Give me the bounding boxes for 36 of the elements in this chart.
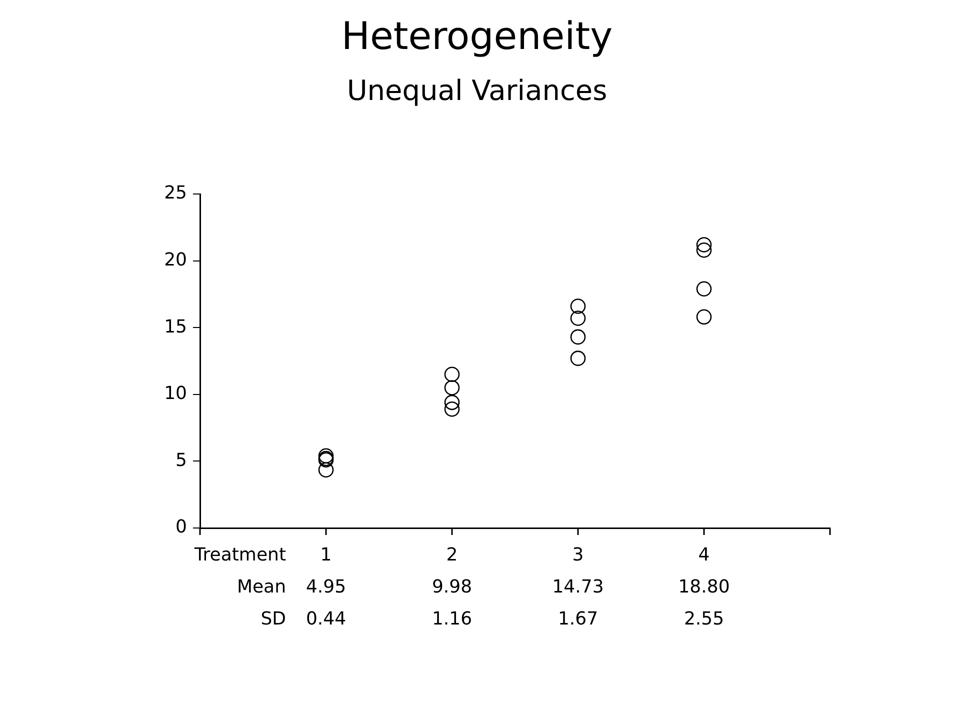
point (318, 462, 334, 478)
point (696, 309, 712, 325)
x-tick-label: 2 (446, 544, 458, 566)
text: 18.80 (678, 576, 730, 598)
x-tick-label: 1 (320, 544, 332, 566)
point (444, 394, 460, 410)
text: 2.55 (684, 608, 724, 630)
text: 4.95 (306, 576, 346, 598)
chart-subtitle: Unequal Variances (346, 74, 608, 107)
x-tick-label: 3 (572, 544, 584, 566)
y-tick-label: 5 (176, 450, 187, 471)
text: 9.98 (432, 576, 472, 598)
point (696, 242, 712, 258)
text: 1.16 (432, 608, 472, 630)
x-tick-label: 4 (698, 544, 710, 566)
point (444, 380, 460, 396)
point (696, 237, 712, 252)
text: Mean (236, 576, 286, 598)
y-tick-label: 25 (164, 182, 187, 204)
y-tick-label: 15 (164, 316, 187, 338)
point (570, 310, 586, 326)
y-tick-label: 20 (164, 249, 187, 270)
point (444, 366, 460, 382)
point (570, 298, 586, 314)
text: SD (260, 608, 286, 630)
y-tick-label: 10 (164, 383, 187, 404)
point (570, 350, 586, 366)
point (570, 329, 586, 345)
text: 0.44 (306, 608, 346, 630)
text: 14.73 (552, 576, 604, 598)
y-tick-label: 0 (176, 516, 187, 538)
text: 1.67 (558, 608, 598, 630)
chart-title: Heterogeneity (340, 14, 614, 58)
x-axis-title: Treatment (193, 544, 286, 566)
point (696, 281, 712, 297)
point (444, 401, 460, 417)
